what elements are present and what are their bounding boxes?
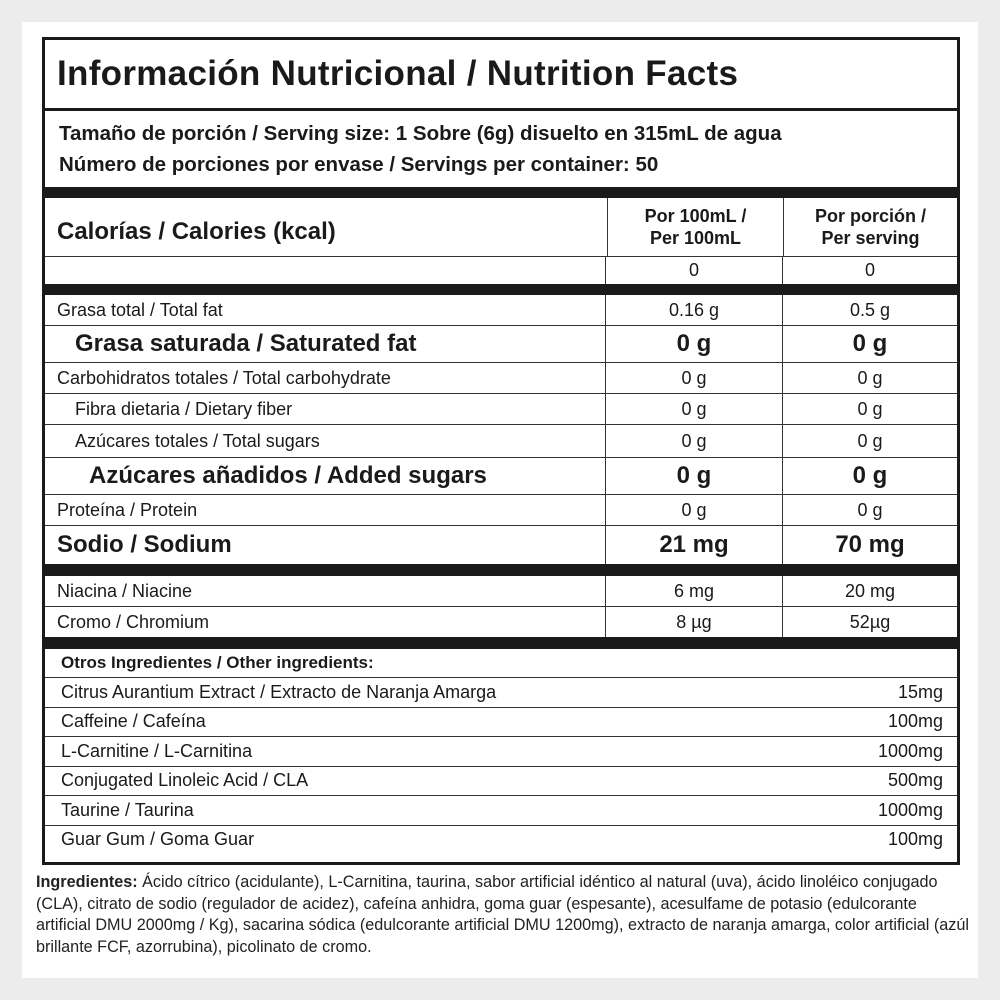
micro-label: Niacina / Niacine <box>57 580 193 601</box>
nutrient-row-saturated-fat: Grasa saturada / Saturated fat 0 g 0 g <box>45 326 957 363</box>
other-ingredient-amount: 100mg <box>887 829 943 850</box>
other-ingredient-amount: 1000mg <box>877 799 943 820</box>
nutrient-per-100ml: 0 g <box>605 495 782 525</box>
other-ingredient-row: Conjugated Linoleic Acid / CLA 500mg <box>45 767 957 796</box>
nutrient-per-100ml: 0.16 g <box>605 295 782 325</box>
micro-per-serving: 20 mg <box>782 576 957 606</box>
serving-size: Tamaño de porción / Serving size: 1 Sobr… <box>59 121 782 145</box>
calories-spacer <box>45 257 605 284</box>
nutrient-per-serving: 70 mg <box>782 526 957 564</box>
other-ingredient-label: Citrus Aurantium Extract / Extracto de N… <box>61 681 497 702</box>
nutrient-label: Sodio / Sodium <box>57 531 232 558</box>
micro-per-100ml: 8 µg <box>605 607 782 637</box>
other-ingredients-table: Otros Ingredientes / Other ingredients: … <box>45 649 957 854</box>
nutrient-per-serving: 0 g <box>782 495 957 525</box>
other-ingredient-label: L-Carnitine / L-Carnitina <box>61 740 253 761</box>
other-ingredient-row: Taurine / Taurina 1000mg <box>45 796 957 826</box>
calories-label: Calorías / Calories (kcal) <box>57 218 336 245</box>
nutrient-label: Carbohidratos totales / Total carbohydra… <box>57 367 391 388</box>
label-title: Información Nutricional / Nutrition Fact… <box>45 40 957 111</box>
serving-info: Tamaño de porción / Serving size: 1 Sobr… <box>45 111 957 187</box>
nutrient-per-serving: 0 g <box>782 326 957 362</box>
other-ingredient-row: Citrus Aurantium Extract / Extracto de N… <box>45 678 957 708</box>
other-ingredient-label: Caffeine / Cafeína <box>61 711 206 732</box>
nutrient-per-serving: 0 g <box>782 425 957 457</box>
other-ingredient-label: Conjugated Linoleic Acid / CLA <box>61 770 309 791</box>
nutrient-row-protein: Proteína / Protein 0 g 0 g <box>45 495 957 526</box>
other-ingredients-header: Otros Ingredientes / Other ingredients: <box>45 649 957 678</box>
calories-header-row: Calorías / Calories (kcal) Por 100mL / P… <box>45 198 957 257</box>
nutrient-per-serving: 0.5 g <box>782 295 957 325</box>
calories-per-serving: 0 <box>782 257 957 284</box>
nutrient-per-100ml: 0 g <box>605 458 782 494</box>
other-ingredient-amount: 1000mg <box>877 740 943 761</box>
divider <box>45 284 957 295</box>
other-ingredient-label: Taurine / Taurina <box>61 799 194 820</box>
nutrient-label: Fibra dietaria / Dietary fiber <box>75 398 293 419</box>
divider <box>45 187 957 198</box>
col-per-serving-header: Por porción / Per serving <box>783 198 957 256</box>
nutrient-row-added-sugars: Azúcares añadidos / Added sugars 0 g 0 g <box>45 458 957 495</box>
nutrient-per-serving: 0 g <box>782 363 957 393</box>
nutrient-row-total-fat: Grasa total / Total fat 0.16 g 0.5 g <box>45 295 957 326</box>
nutrient-per-100ml: 0 g <box>605 394 782 424</box>
other-ingredient-amount: 15mg <box>897 681 943 702</box>
col-per-100ml-header: Por 100mL / Per 100mL <box>607 198 783 256</box>
other-ingredient-amount: 500mg <box>887 770 943 791</box>
nutrient-row-total-sugars: Azúcares totales / Total sugars 0 g 0 g <box>45 425 957 458</box>
ingredients-label: Ingredientes: <box>36 873 138 891</box>
micro-row-niacine: Niacina / Niacine 6 mg 20 mg <box>45 576 957 607</box>
nutrient-label: Grasa total / Total fat <box>57 299 223 320</box>
nutrients-table: Grasa total / Total fat 0.16 g 0.5 g Gra… <box>45 295 957 564</box>
nutrient-label: Azúcares añadidos / Added sugars <box>89 462 487 489</box>
nutrition-label: Información Nutricional / Nutrition Fact… <box>42 37 960 865</box>
divider <box>45 637 957 649</box>
other-ingredient-row: L-Carnitine / L-Carnitina 1000mg <box>45 737 957 767</box>
nutrient-per-100ml: 21 mg <box>605 526 782 564</box>
micronutrients-table: Niacina / Niacine 6 mg 20 mg Cromo / Chr… <box>45 576 957 637</box>
other-ingredient-row: Caffeine / Cafeína 100mg <box>45 708 957 737</box>
nutrient-row-sodium: Sodio / Sodium 21 mg 70 mg <box>45 526 957 564</box>
page-background <box>22 22 978 978</box>
nutrient-per-serving: 0 g <box>782 394 957 424</box>
other-ingredient-row: Guar Gum / Goma Guar 100mg <box>45 826 957 855</box>
divider <box>45 564 957 576</box>
micro-per-serving: 52µg <box>782 607 957 637</box>
ingredients-text: Ácido cítrico (acidulante), L-Carnitina,… <box>36 873 969 956</box>
nutrient-label: Azúcares totales / Total sugars <box>75 430 320 451</box>
ingredients-paragraph: Ingredientes: Ácido cítrico (acidulante)… <box>36 872 971 958</box>
nutrient-label: Grasa saturada / Saturated fat <box>75 330 417 357</box>
nutrient-label: Proteína / Protein <box>57 499 198 520</box>
calories-per-100ml: 0 <box>605 257 782 284</box>
nutrient-per-100ml: 0 g <box>605 363 782 393</box>
nutrient-per-100ml: 0 g <box>605 425 782 457</box>
micro-per-100ml: 6 mg <box>605 576 782 606</box>
servings-per-container: Número de porciones por envase / Serving… <box>59 152 659 176</box>
micro-row-chromium: Cromo / Chromium 8 µg 52µg <box>45 607 957 637</box>
nutrient-row-total-carbohydrate: Carbohidratos totales / Total carbohydra… <box>45 363 957 394</box>
other-ingredient-amount: 100mg <box>887 711 943 732</box>
nutrient-per-100ml: 0 g <box>605 326 782 362</box>
micro-label: Cromo / Chromium <box>57 611 210 632</box>
nutrient-per-serving: 0 g <box>782 458 957 494</box>
calories-value-row: 0 0 <box>45 257 957 284</box>
other-ingredient-label: Guar Gum / Goma Guar <box>61 829 255 850</box>
nutrient-row-dietary-fiber: Fibra dietaria / Dietary fiber 0 g 0 g <box>45 394 957 425</box>
